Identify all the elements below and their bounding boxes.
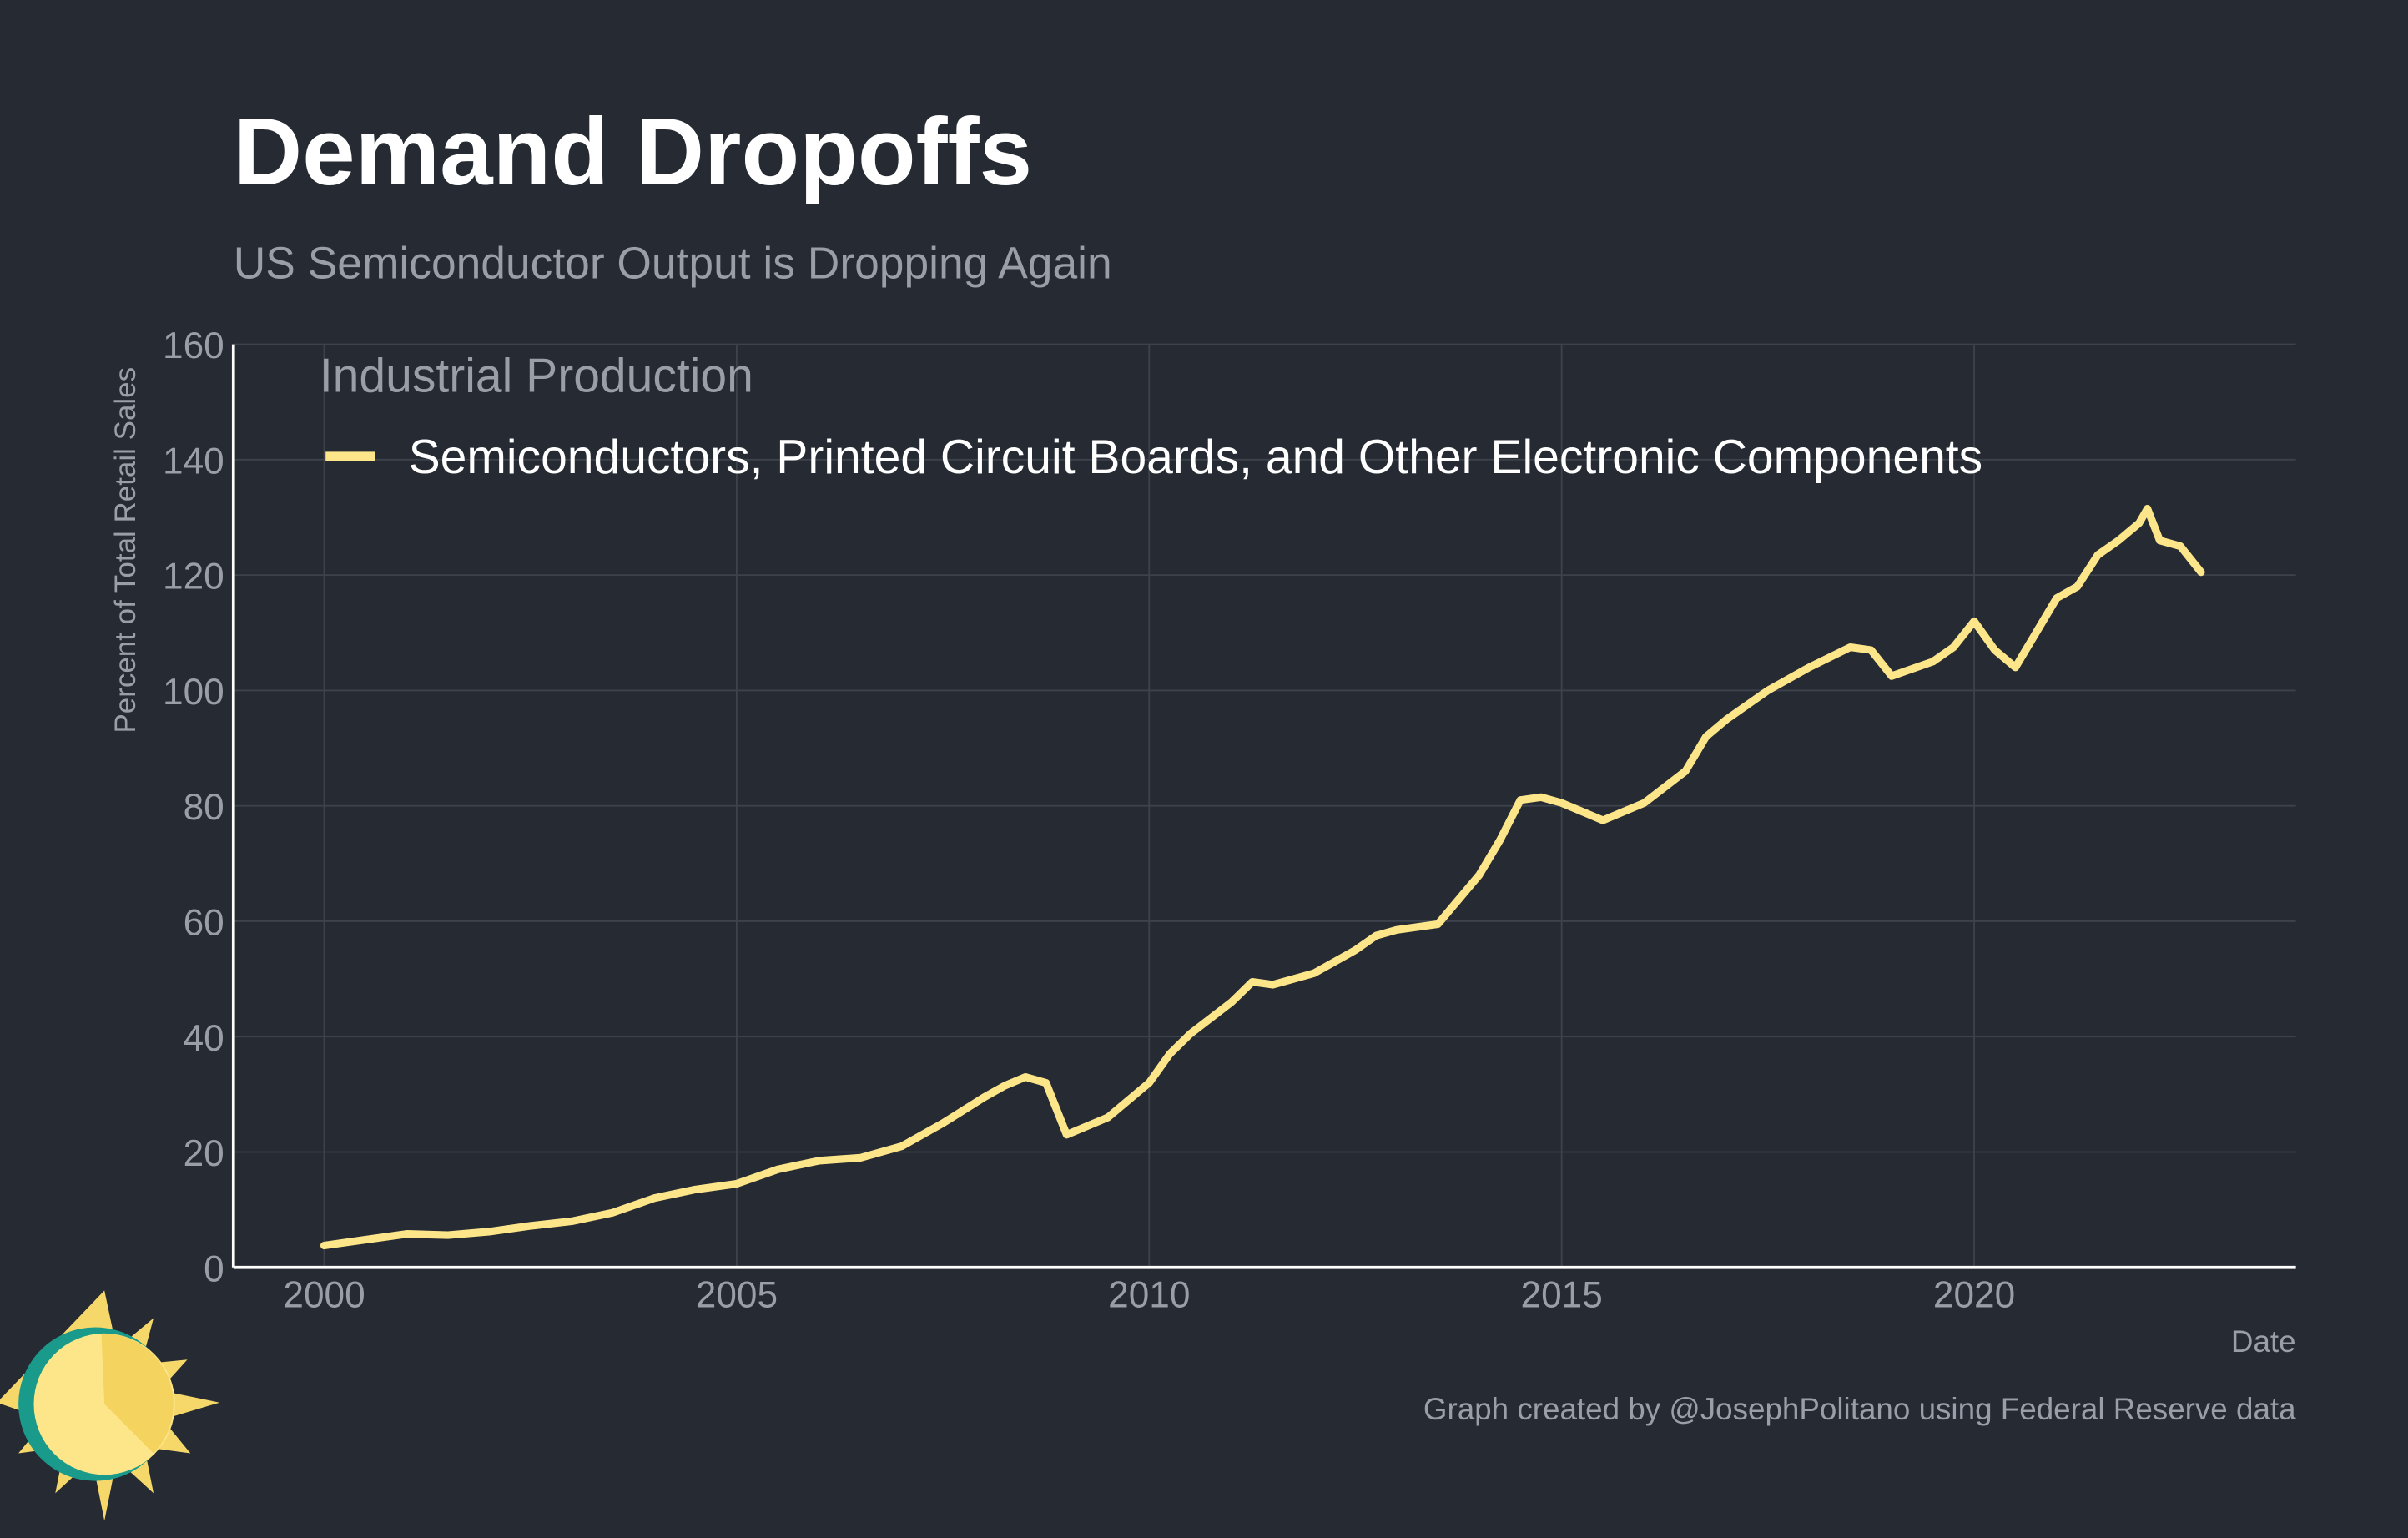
x-tick-label: 2020 (1933, 1275, 2015, 1316)
x-tick-label: 2015 (1521, 1275, 1603, 1316)
y-axis-label: Percent of Total Retail Sales (109, 367, 142, 734)
x-tick-label: 2010 (1108, 1275, 1190, 1316)
y-tick-label: 80 (184, 787, 224, 828)
x-tick-label: 2005 (696, 1275, 778, 1316)
series-line (320, 505, 2205, 1250)
x-tick-label: 2000 (283, 1275, 365, 1316)
y-tick-label: 20 (184, 1133, 224, 1174)
y-tick-label: 40 (184, 1018, 224, 1059)
y-tick-label: 100 (163, 672, 224, 713)
caption: Graph created by @JosephPolitano using F… (1423, 1392, 2296, 1426)
legend-label: Semiconductors, Printed Circuit Boards, … (409, 431, 1983, 484)
x-axis-label: Date (2231, 1324, 2296, 1359)
plot-area: 0 20 40 60 80 100 120 140 160 2000 2005 2010 2015 202… (163, 325, 2296, 1316)
legend-title: Industrial Production (320, 350, 753, 403)
y-tick-label: 0 (204, 1248, 224, 1289)
chart-subtitle: US Semiconductor Output is Dropping Agai… (234, 239, 1112, 288)
y-tick-label: 160 (163, 325, 224, 366)
y-tick-label: 120 (163, 557, 224, 598)
chart-title: Demand Dropoffs (234, 99, 1032, 205)
y-tick-label: 140 (163, 441, 224, 482)
y-tick-label: 60 (184, 903, 224, 944)
logo (0, 1290, 220, 1521)
